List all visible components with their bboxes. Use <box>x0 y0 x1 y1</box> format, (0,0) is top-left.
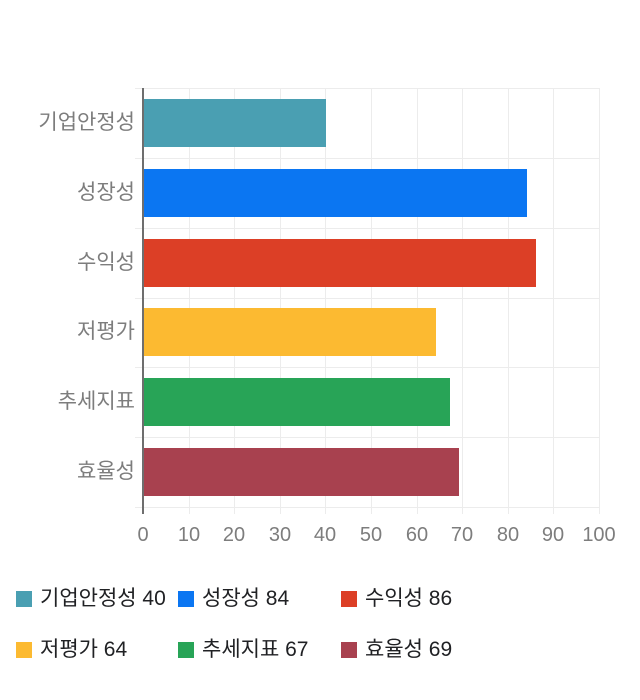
horizontal-gridline <box>135 507 599 508</box>
x-tick-label: 30 <box>268 524 292 546</box>
legend-label: 기업안정성 40 <box>40 587 166 610</box>
legend-item-수익성: 수익성 86 <box>341 588 541 610</box>
bar-성장성[interactable] <box>144 169 527 217</box>
vertical-gridline <box>462 88 463 514</box>
legend-label: 효율성 69 <box>365 638 453 661</box>
vertical-gridline <box>371 88 372 514</box>
vertical-gridline <box>234 88 235 514</box>
legend-item-효율성: 효율성 69 <box>341 639 541 661</box>
legend-swatch-icon <box>341 591 357 607</box>
category-label: 수익성 <box>77 251 135 274</box>
legend-item-저평가: 저평가 64 <box>16 639 178 661</box>
x-tick-label: 50 <box>359 524 383 546</box>
category-label: 효율성 <box>77 460 135 483</box>
category-label: 추세지표 <box>57 390 135 413</box>
x-tick-label: 70 <box>450 524 474 546</box>
horizontal-gridline <box>135 298 599 299</box>
legend-item-추세지표: 추세지표 67 <box>178 639 341 661</box>
legend-swatch-icon <box>16 591 32 607</box>
bar-추세지표[interactable] <box>144 378 450 426</box>
vertical-gridline <box>599 88 600 514</box>
x-tick-label: 10 <box>177 524 201 546</box>
vertical-gridline <box>325 88 326 514</box>
category-label: 저평가 <box>77 320 135 343</box>
legend-swatch-icon <box>178 591 194 607</box>
legend-label: 추세지표 67 <box>202 638 309 661</box>
bar-저평가[interactable] <box>144 308 436 356</box>
bar-기업안정성[interactable] <box>144 99 326 147</box>
x-tick-label: 20 <box>222 524 246 546</box>
vertical-gridline <box>280 88 281 514</box>
legend-swatch-icon <box>341 642 357 658</box>
bar-수익성[interactable] <box>144 239 536 287</box>
horizontal-gridline <box>135 158 599 159</box>
category-label: 기업안정성 <box>38 111 135 134</box>
x-tick-label: 100 <box>582 524 616 546</box>
vertical-gridline <box>189 88 190 514</box>
vertical-gridline <box>508 88 509 514</box>
legend-item-기업안정성: 기업안정성 40 <box>16 588 178 610</box>
x-tick-label: 0 <box>137 524 149 546</box>
legend-label: 수익성 86 <box>365 587 453 610</box>
x-tick-label: 90 <box>541 524 565 546</box>
x-tick-label: 40 <box>313 524 337 546</box>
legend-swatch-icon <box>178 642 194 658</box>
horizontal-gridline <box>135 88 599 89</box>
legend-label: 성장성 84 <box>202 587 290 610</box>
legend-item-성장성: 성장성 84 <box>178 588 341 610</box>
horizontal-gridline <box>135 228 599 229</box>
horizontal-gridline <box>135 437 599 438</box>
y-axis-line <box>142 88 144 514</box>
bar-효율성[interactable] <box>144 448 459 496</box>
category-label: 성장성 <box>77 181 135 204</box>
x-tick-label: 60 <box>405 524 429 546</box>
legend-swatch-icon <box>16 642 32 658</box>
legend-label: 저평가 64 <box>40 638 128 661</box>
x-tick-label: 80 <box>496 524 520 546</box>
vertical-gridline <box>417 88 418 514</box>
vertical-gridline <box>553 88 554 514</box>
legend: 기업안정성 40 성장성 84 수익성 86 저평가 64 추세지표 67 효율성 69 <box>16 588 541 661</box>
horizontal-gridline <box>135 367 599 368</box>
